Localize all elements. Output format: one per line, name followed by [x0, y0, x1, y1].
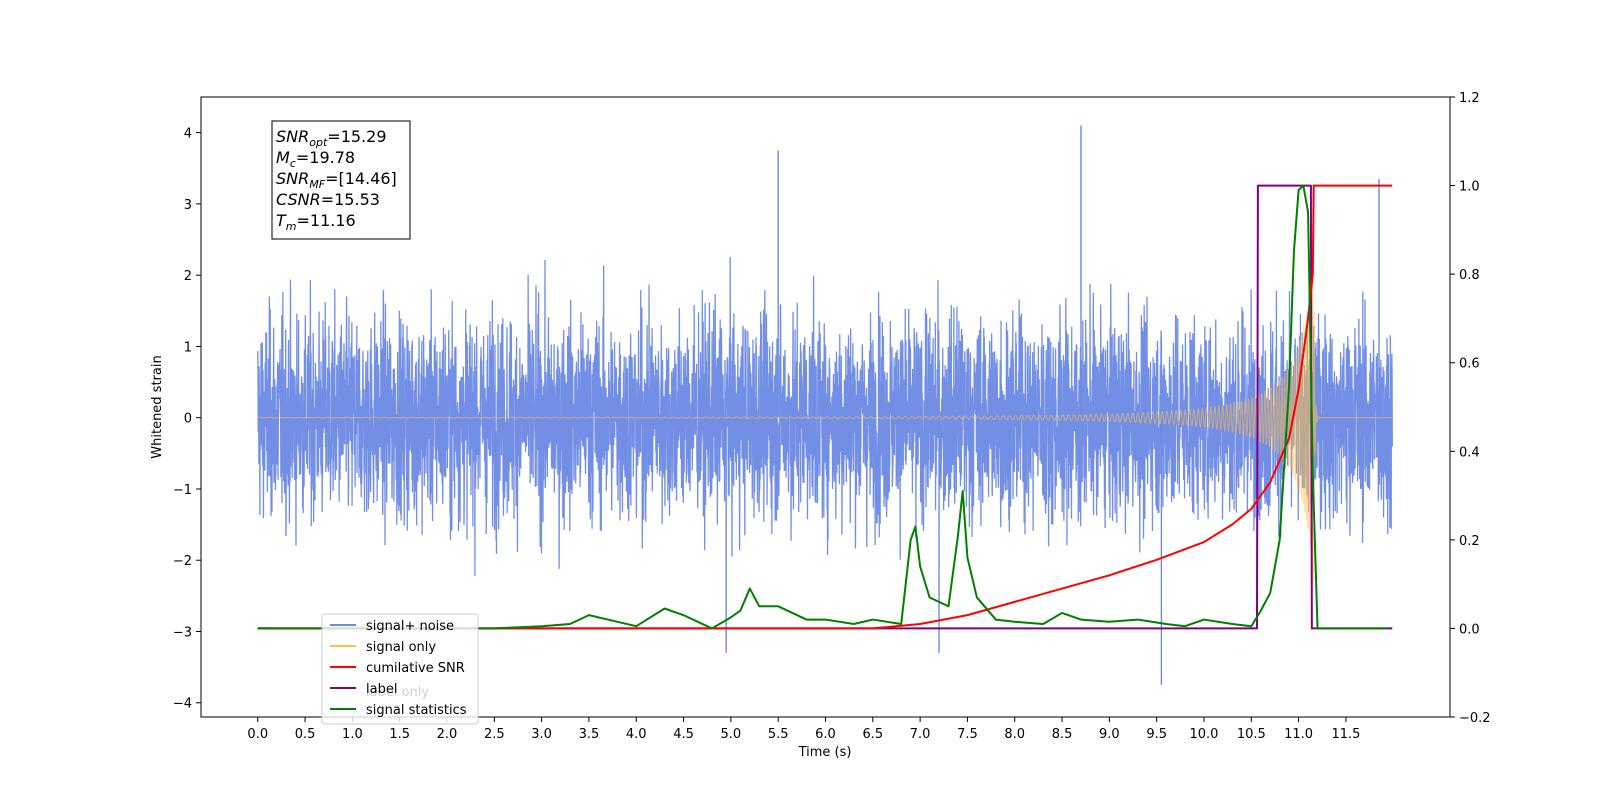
legend-label: signal+ noise — [366, 619, 454, 634]
x-tick-label: 9.5 — [1146, 727, 1167, 742]
textbox-subscript: MF — [309, 178, 325, 191]
y-tick-label: 0 — [184, 412, 192, 427]
textbox-value: =19.78 — [296, 148, 355, 167]
x-tick-label: 4.0 — [626, 727, 647, 742]
legend: label only signal+ noise signal only cumila… — [321, 613, 479, 725]
x-tick-label: 10.5 — [1237, 727, 1266, 742]
x-tick-label: 2.0 — [437, 727, 458, 742]
series-line-cumulative-snr — [257, 184, 1393, 630]
x-tick-label: 7.0 — [910, 727, 931, 742]
textbox-line: SNRopt=15.29 — [276, 127, 387, 149]
y-tick-label: −1 — [173, 483, 192, 498]
x-tick-label: 6.0 — [815, 727, 836, 742]
textbox-value: =15.29 — [327, 127, 386, 146]
legend-label: cumilative SNR — [366, 661, 465, 676]
y-tick-label: 3 — [184, 198, 192, 213]
x-tick-label: 1.0 — [342, 727, 363, 742]
y2-tick-label: 0.2 — [1459, 534, 1480, 549]
textbox-subscript: opt — [309, 136, 328, 149]
x-tick-label: 3.5 — [579, 727, 600, 742]
legend-box — [321, 613, 479, 725]
y2-tick-label: 1.0 — [1459, 180, 1480, 195]
textbox-subscript: m — [286, 220, 297, 233]
y2-tick-label: −0.2 — [1459, 711, 1491, 726]
textbox-symbol: M — [276, 148, 290, 167]
textbox-line: SNRMF=[14.46] — [276, 169, 397, 191]
textbox-value: =11.16 — [297, 211, 356, 230]
x-tick-label: 5.5 — [768, 727, 789, 742]
y-tick-label: −3 — [173, 625, 192, 640]
y2-tick-label: 0.0 — [1459, 622, 1480, 637]
textbox-line: Tm=11.16 — [276, 211, 356, 233]
legend-label: label — [366, 682, 397, 697]
x-tick-label: 8.5 — [1052, 727, 1073, 742]
x-tick-label: 2.5 — [484, 727, 505, 742]
y2-tick-label: 1.2 — [1459, 91, 1480, 106]
textbox-line: Mc=19.78 — [276, 148, 355, 170]
y-tick-label: 1 — [184, 340, 192, 355]
y-axis-label: Whitened strain — [150, 355, 165, 458]
textbox-value: =[14.46] — [325, 169, 397, 188]
x-tick-label: 0.5 — [295, 727, 316, 742]
stats-textbox: SNRopt=15.29Mc=19.78SNRMF=[14.46]CSNR=15… — [271, 120, 411, 240]
x-tick-label: 1.5 — [389, 727, 410, 742]
textbox-symbol: SNR — [276, 127, 309, 146]
legend-label: signal statistics — [366, 703, 467, 718]
y-tick-label: −2 — [173, 554, 192, 569]
textbox-symbol: T — [276, 211, 287, 230]
y-tick-label: 4 — [184, 127, 192, 142]
y2-tick-label: 0.6 — [1459, 357, 1480, 372]
series-line-signal-only — [257, 273, 1393, 584]
textbox-symbol: SNR — [276, 169, 309, 188]
x-tick-label: 5.0 — [721, 727, 742, 742]
textbox-line: CSNR=15.53 — [276, 190, 380, 209]
x-tick-label: 9.0 — [1099, 727, 1120, 742]
textbox-value: =15.53 — [321, 190, 380, 209]
x-tick-label: 3.0 — [531, 727, 552, 742]
x-tick-label: 4.5 — [673, 727, 694, 742]
y-tick-label: 2 — [184, 269, 192, 284]
textbox-subscript: c — [290, 157, 296, 170]
legend-label: signal only — [366, 640, 436, 655]
x-tick-label: 11.5 — [1331, 727, 1360, 742]
y2-tick-label: 0.4 — [1459, 445, 1480, 460]
legend-hidden-label: label only — [366, 685, 429, 700]
y-tick-label: −4 — [173, 697, 192, 712]
textbox-symbol: CSNR — [276, 190, 321, 209]
x-tick-label: 10.0 — [1190, 727, 1219, 742]
y2-tick-label: 0.8 — [1459, 268, 1480, 283]
x-tick-label: 11.0 — [1284, 727, 1313, 742]
x-tick-label: 8.0 — [1004, 727, 1025, 742]
x-tick-label: 7.5 — [957, 727, 978, 742]
x-tick-label: 0.0 — [247, 727, 268, 742]
series-line-signal-statistics — [257, 184, 1387, 630]
x-tick-label: 6.5 — [862, 727, 883, 742]
x-axis-label: Time (s) — [798, 745, 852, 760]
